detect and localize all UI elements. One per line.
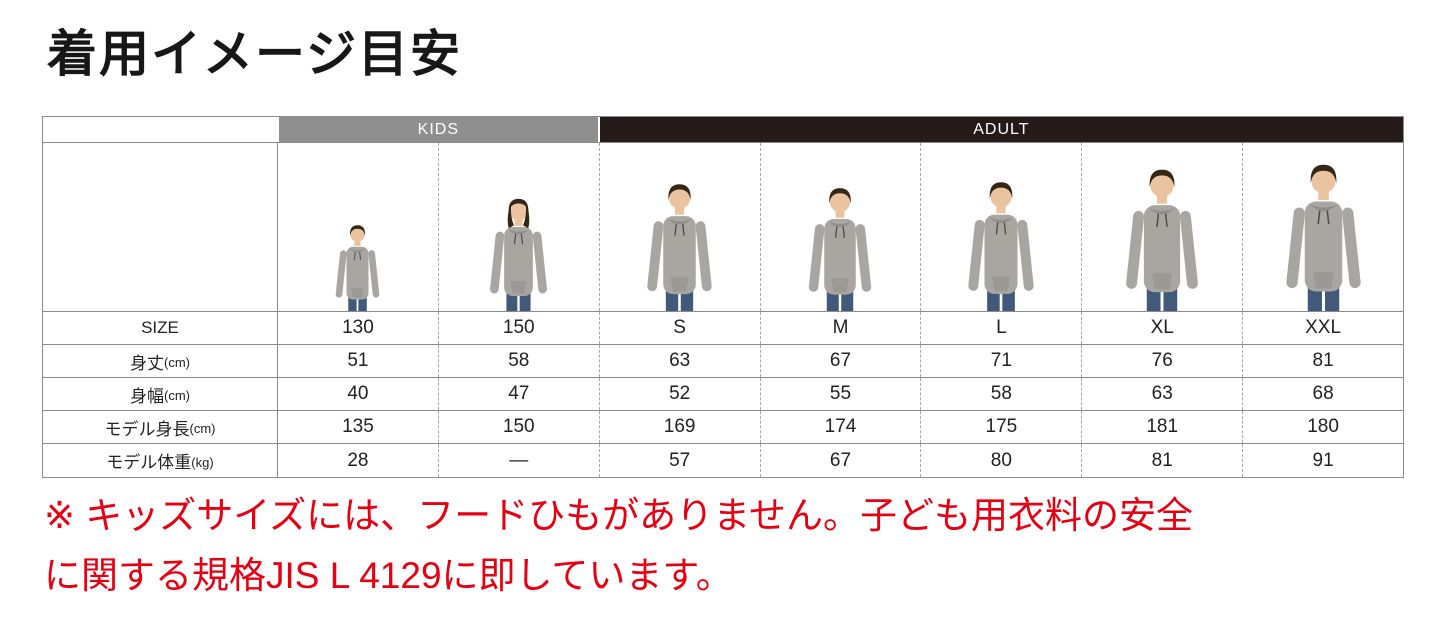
value-cell: 47 xyxy=(437,378,599,410)
row-label-unit: (kg) xyxy=(191,454,214,470)
header-blank-cell xyxy=(43,117,277,142)
value-cell: 169 xyxy=(598,411,760,443)
model-figure-child-girl xyxy=(490,198,548,311)
value-cell: 51 xyxy=(277,345,438,377)
header-group-adult: ADULT xyxy=(598,117,1403,142)
row-label: 身丈 xyxy=(130,353,164,373)
value-cell: 63 xyxy=(1081,378,1242,410)
model-photo-cell-L xyxy=(920,143,1081,311)
model-photo-cell-130 xyxy=(277,143,438,311)
footnote-text: ※ キッズサイズには、フードひもがありません。子ども用衣料の安全 に関する規格J… xyxy=(44,486,1436,606)
value-cell: 76 xyxy=(1081,345,1242,377)
value-cell: L xyxy=(920,312,1081,344)
model-photo-cell-150 xyxy=(437,143,599,311)
value-cell: 63 xyxy=(598,345,760,377)
row-label-cell: SIZE xyxy=(43,312,277,344)
model-photo-cell-M xyxy=(759,143,921,311)
row-label-unit: (cm) xyxy=(189,421,216,436)
table-row: 身丈 (cm) 51 58 63 67 71 76 81 xyxy=(43,345,1403,378)
row-label-unit: (cm) xyxy=(164,388,190,403)
value-cell: 40 xyxy=(277,378,438,410)
value-cell: 175 xyxy=(920,411,1081,443)
value-cell: 180 xyxy=(1242,411,1403,443)
model-photo-cell-XXL xyxy=(1242,143,1403,311)
value-cell: 174 xyxy=(759,411,921,443)
footnote-line-2: に関する規格JIS L 4129に即しています。 xyxy=(44,554,733,596)
value-cell: 57 xyxy=(598,444,760,477)
row-label: モデル身長 xyxy=(104,419,190,439)
value-cell: 28 xyxy=(277,444,438,477)
value-cell: 130 xyxy=(277,312,438,344)
value-cell: 52 xyxy=(598,378,760,410)
value-cell: 181 xyxy=(1081,411,1242,443)
value-cell: 80 xyxy=(920,444,1081,477)
model-figure-child-boy xyxy=(336,225,380,311)
model-photo-cell-S xyxy=(598,143,760,311)
row-label-unit: (cm) xyxy=(164,355,190,370)
value-cell: 67 xyxy=(759,444,921,477)
value-cell: 68 xyxy=(1242,378,1403,410)
page-title: 着用イメージ目安 xyxy=(47,26,462,82)
row-label-cell: モデル体重 (kg) xyxy=(43,444,277,477)
table-row: SIZE 130 150 S M L XL XXL xyxy=(43,312,1403,345)
value-cell: XXL xyxy=(1242,312,1403,344)
value-cell: 135 xyxy=(277,411,438,443)
value-cell: 58 xyxy=(920,378,1081,410)
value-cell: 150 xyxy=(437,312,599,344)
table-row: モデル身長 (cm) 135 150 169 174 175 181 180 xyxy=(43,411,1403,444)
value-cell: M xyxy=(759,312,921,344)
size-chart-table: KIDS ADULT SIZE 130 150 S M L XL XXL 身丈 (cm) 51 58 6… xyxy=(42,116,1404,478)
value-cell: S xyxy=(598,312,760,344)
value-cell: 91 xyxy=(1242,444,1403,477)
row-label: 身幅 xyxy=(130,386,164,406)
table-row: モデル体重 (kg) 28—57 67 80 81 91 xyxy=(43,444,1403,477)
model-figure-adult-man xyxy=(968,182,1035,311)
header-group-kids: KIDS xyxy=(277,117,599,142)
model-figure-adult-man xyxy=(647,184,712,311)
row-label-cell: 身幅 (cm) xyxy=(43,378,277,410)
model-figure-adult-man xyxy=(809,188,872,311)
value-cell: 150 xyxy=(437,411,599,443)
model-figure-adult-man xyxy=(1126,169,1199,311)
row-label-cell: 身丈 (cm) xyxy=(43,345,277,377)
value-cell: 55 xyxy=(759,378,921,410)
value-cell: 67 xyxy=(759,345,921,377)
value-cell: 58 xyxy=(437,345,599,377)
table-row: 身幅 (cm) 40 47 52 55 58 63 68 xyxy=(43,378,1403,411)
footnote-line-1: ※ キッズサイズには、フードひもがありません。子ども用衣料の安全 xyxy=(44,495,1194,536)
row-label: モデル体重 xyxy=(106,453,192,472)
row-label-cell: モデル身長 (cm) xyxy=(43,411,277,443)
table-header-row: KIDS ADULT xyxy=(43,117,1403,143)
model-photo-row xyxy=(43,143,1403,312)
value-cell: 81 xyxy=(1242,345,1403,377)
value-cell: 71 xyxy=(920,345,1081,377)
model-figure-adult-man xyxy=(1285,164,1361,311)
row-label: SIZE xyxy=(141,318,179,337)
value-cell: XL xyxy=(1081,312,1242,344)
model-photo-cell-XL xyxy=(1081,143,1242,311)
value-cell: — xyxy=(437,444,599,477)
photo-row-blank-cell xyxy=(43,143,277,311)
value-cell: 81 xyxy=(1081,444,1242,477)
